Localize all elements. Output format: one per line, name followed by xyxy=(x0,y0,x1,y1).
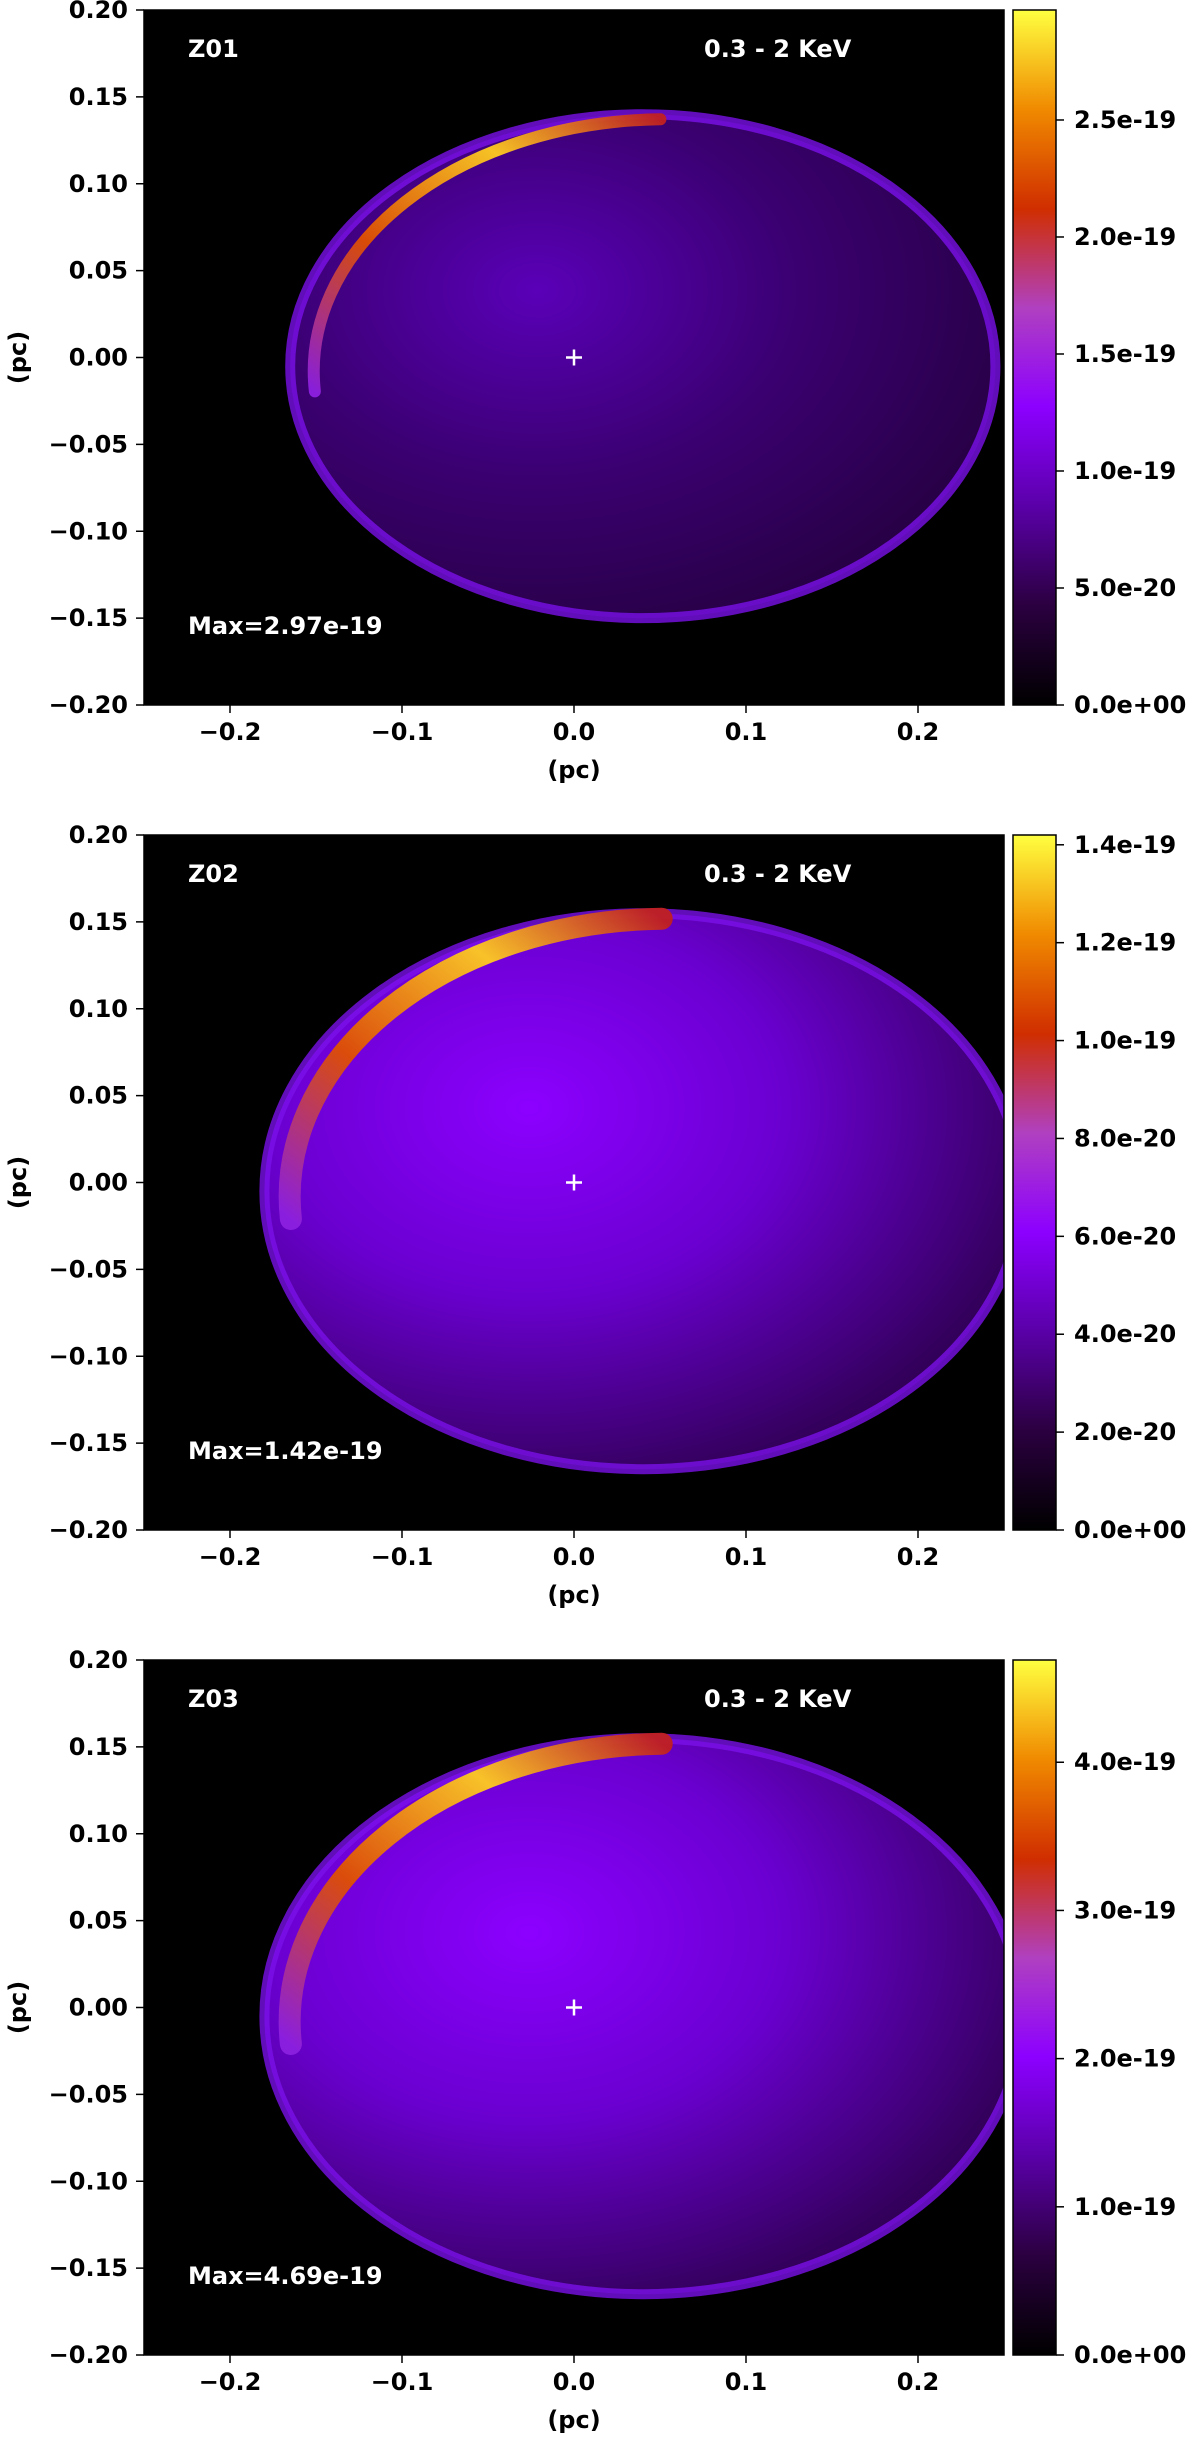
y-tick-label: −0.05 xyxy=(49,1255,128,1283)
band-label: 0.3 - 2 KeV xyxy=(704,860,852,888)
y-tick-label: −0.10 xyxy=(49,2167,128,2195)
x-tick-label: 0.1 xyxy=(725,1543,768,1571)
colorbar-tick-label: 2.0e-19 xyxy=(1074,2045,1176,2073)
colorbar-tick-label: 8.0e-20 xyxy=(1074,1124,1176,1152)
y-tick-label: 0.15 xyxy=(69,83,128,111)
center-marker xyxy=(566,1999,582,2016)
bright-limb-arc xyxy=(278,1732,673,2055)
x-tick-label: 0.2 xyxy=(897,2368,940,2396)
y-tick-label: −0.20 xyxy=(49,1516,128,1544)
y-tick-label: 0.10 xyxy=(69,170,128,198)
y-axis-label: (pc) xyxy=(4,1156,32,1209)
y-tick-label: 0.15 xyxy=(69,1733,128,1761)
colorbar-tick-label: 2.0e-19 xyxy=(1074,223,1176,251)
y-tick-label: −0.15 xyxy=(49,2254,128,2282)
colorbar-tick-label: 1.0e-19 xyxy=(1074,457,1176,485)
x-tick-label: −0.1 xyxy=(371,718,434,746)
x-tick-label: 0.0 xyxy=(553,1543,596,1571)
y-tick-label: 0.20 xyxy=(69,0,128,24)
y-tick-label: 0.10 xyxy=(69,995,128,1023)
y-tick-label: −0.20 xyxy=(49,691,128,719)
max-label: Max=4.69e-19 xyxy=(188,2262,383,2290)
y-tick-label: −0.20 xyxy=(49,2341,128,2369)
x-axis-label: (pc) xyxy=(547,756,600,784)
colorbar-tick-label: 1.0e-19 xyxy=(1074,2193,1176,2221)
y-axis-label: (pc) xyxy=(4,331,32,384)
colorbar-tick-label: 3.0e-19 xyxy=(1074,1896,1176,1924)
y-tick-label: 0.20 xyxy=(69,821,128,849)
x-tick-label: −0.1 xyxy=(371,2368,434,2396)
y-tick-label: 0.20 xyxy=(69,1646,128,1674)
x-tick-label: −0.1 xyxy=(371,1543,434,1571)
panel-2: Z02 0.3 - 2 KeV Max=1.42e-19 −0.2 −0.1 0.0 0.1… xyxy=(4,821,1186,1609)
y-tick-label: 0.05 xyxy=(69,1907,128,1935)
y-tick-label: 0.15 xyxy=(69,908,128,936)
x-tick-label: −0.2 xyxy=(199,1543,262,1571)
panel-3: Z03 0.3 - 2 KeV Max=4.69e-19 −0.2 −0.1 0.0 0.1… xyxy=(4,1646,1186,2434)
max-label: Max=1.42e-19 xyxy=(188,1437,383,1465)
x-tick-label: 0.2 xyxy=(897,1543,940,1571)
y-axis-label: (pc) xyxy=(4,1981,32,2034)
colorbar-tick-label: 5.0e-20 xyxy=(1074,574,1176,602)
colorbar-tick-label: 0.0e+00 xyxy=(1074,691,1186,719)
colorbar-tick-label: 1.4e-19 xyxy=(1074,831,1176,859)
colorbar-tick-label: 0.0e+00 xyxy=(1074,1516,1186,1544)
x-tick-label: 0.0 xyxy=(553,718,596,746)
colorbar-tick-label: 4.0e-19 xyxy=(1074,1748,1176,1776)
y-tick-label: 0.00 xyxy=(69,344,128,372)
panel-label: Z02 xyxy=(188,860,239,888)
colorbar-tick-label: 2.0e-20 xyxy=(1074,1418,1176,1446)
panel-label: Z03 xyxy=(188,1685,239,1713)
x-tick-label: 0.1 xyxy=(725,2368,768,2396)
colorbar-tick-label: 4.0e-20 xyxy=(1074,1320,1176,1348)
emission-map xyxy=(259,1732,1004,2300)
y-tick-label: 0.00 xyxy=(69,1994,128,2022)
bright-limb-arc xyxy=(278,907,673,1230)
y-tick-label: 0.05 xyxy=(69,1082,128,1110)
y-tick-label: −0.05 xyxy=(49,430,128,458)
x-tick-label: 0.1 xyxy=(725,718,768,746)
center-marker xyxy=(566,349,582,366)
colorbar-tick-label: 6.0e-20 xyxy=(1074,1222,1176,1250)
colorbar-tick-label: 1.0e-19 xyxy=(1074,1027,1176,1055)
y-tick-label: −0.15 xyxy=(49,1429,128,1457)
y-tick-label: −0.10 xyxy=(49,517,128,545)
band-label: 0.3 - 2 KeV xyxy=(704,1685,852,1713)
center-marker xyxy=(566,1174,582,1191)
colorbar-tick-label: 0.0e+00 xyxy=(1074,2341,1186,2369)
shell-interior xyxy=(264,1738,1004,2295)
emission-map xyxy=(285,109,1001,624)
band-label: 0.3 - 2 KeV xyxy=(704,35,852,63)
max-label: Max=2.97e-19 xyxy=(188,612,383,640)
panel-1: Z01 0.3 - 2 KeV Max=2.97e-19 −0.2 −0.1 0.0 0.1… xyxy=(4,0,1186,784)
x-tick-label: 0.0 xyxy=(553,2368,596,2396)
x-axis-label: (pc) xyxy=(547,2406,600,2434)
bright-limb-arc xyxy=(307,113,667,398)
y-tick-label: 0.05 xyxy=(69,257,128,285)
emission-map xyxy=(259,907,1004,1475)
y-tick-label: −0.05 xyxy=(49,2080,128,2108)
y-tick-label: −0.10 xyxy=(49,1342,128,1370)
colorbar-tick-label: 1.5e-19 xyxy=(1074,340,1176,368)
panel-label: Z01 xyxy=(188,35,239,63)
x-axis-label: (pc) xyxy=(547,1581,600,1609)
x-tick-label: 0.2 xyxy=(897,718,940,746)
colorbar-tick-label: 1.2e-19 xyxy=(1074,929,1176,957)
y-tick-label: 0.00 xyxy=(69,1169,128,1197)
shell-interior xyxy=(290,114,996,619)
colorbar xyxy=(1012,834,1057,1531)
x-tick-label: −0.2 xyxy=(199,2368,262,2396)
y-tick-label: −0.15 xyxy=(49,604,128,632)
colorbar xyxy=(1012,9,1057,706)
x-tick-label: −0.2 xyxy=(199,718,262,746)
y-tick-label: 0.10 xyxy=(69,1820,128,1848)
colorbar-tick-label: 2.5e-19 xyxy=(1074,106,1176,134)
colorbar xyxy=(1012,1659,1057,2356)
shell-interior xyxy=(264,913,1004,1470)
